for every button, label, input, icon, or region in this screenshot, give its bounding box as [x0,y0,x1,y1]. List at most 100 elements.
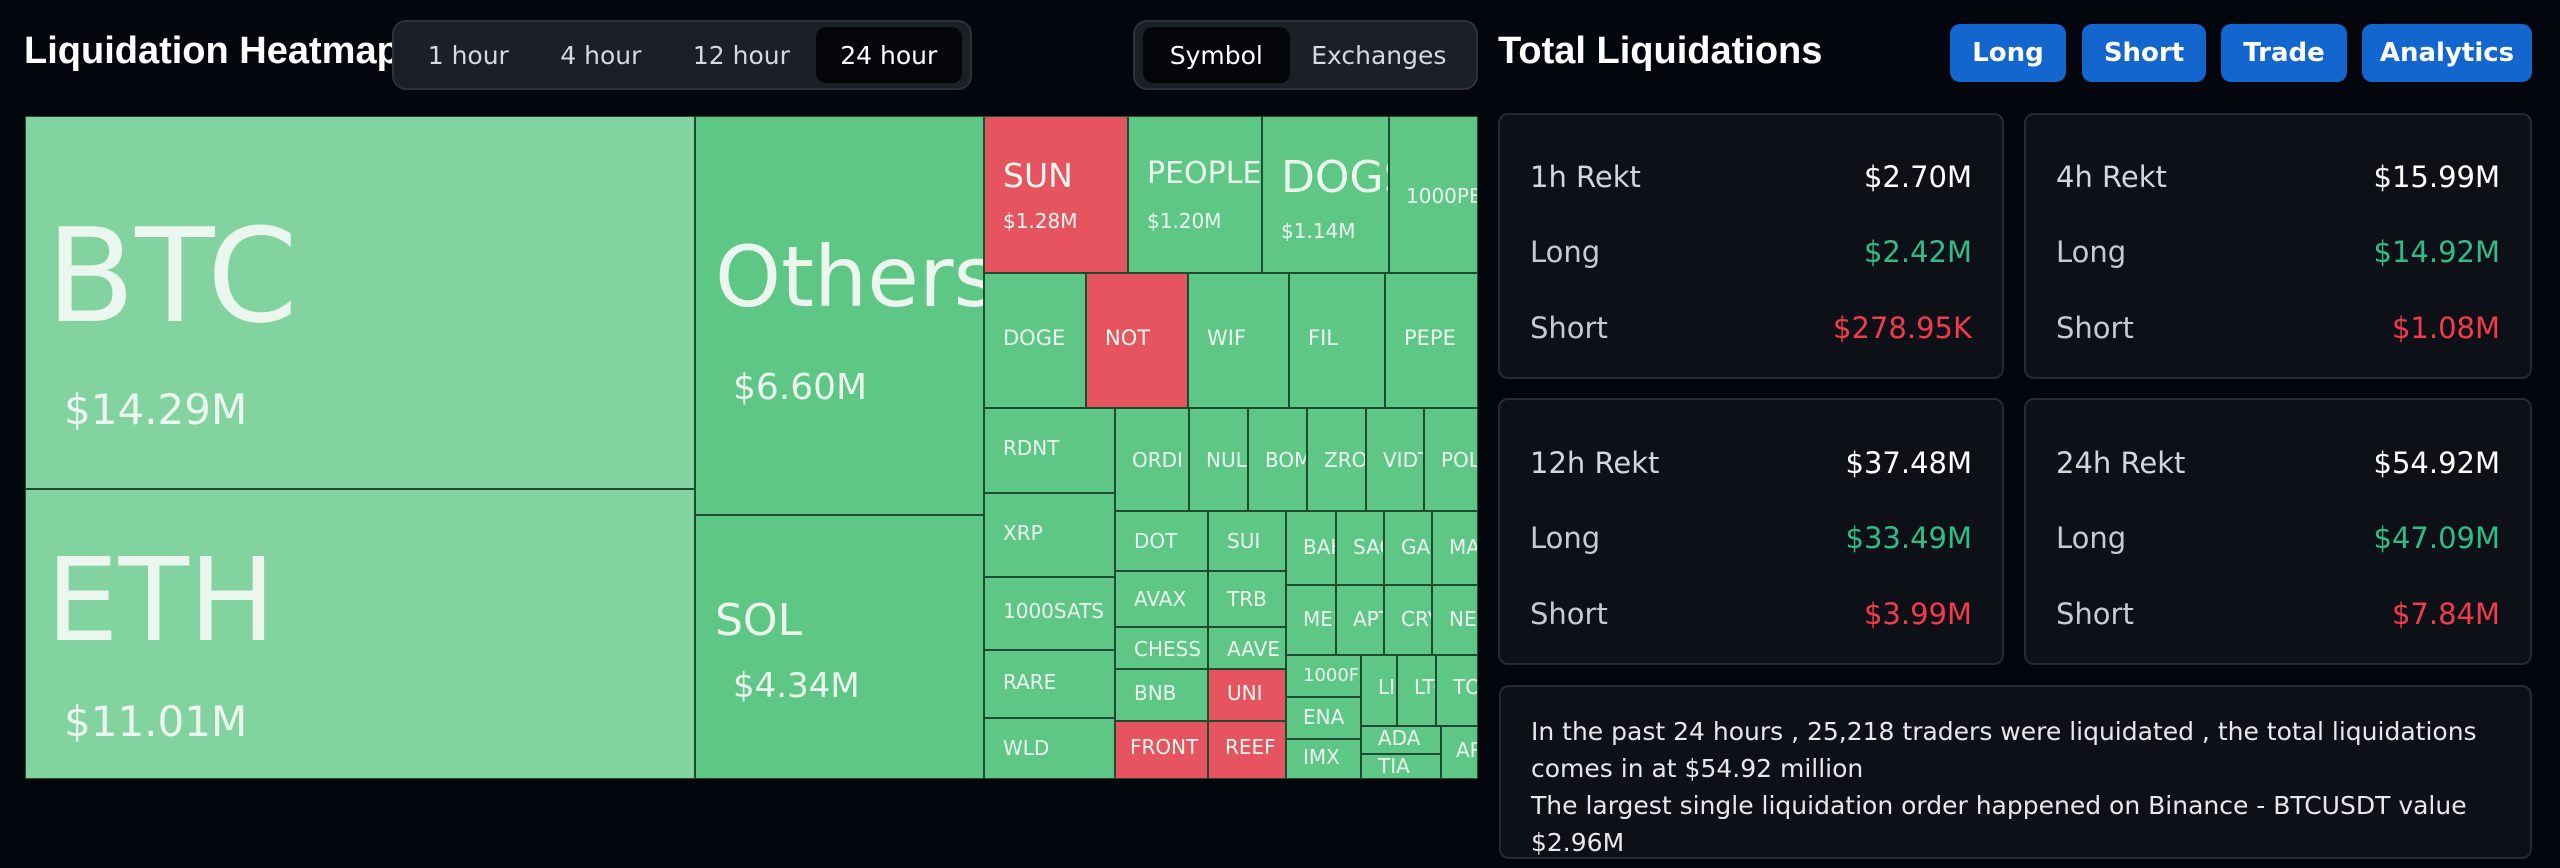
tile-symbol: XRP [1003,521,1043,545]
card-total: $15.99M [2373,160,2501,194]
tile-value: $11.01M [64,697,248,746]
heatmap-tile-doge[interactable]: DOGE [984,273,1086,408]
heatmap-tile-dogs[interactable]: DOGS $1.14M [1262,116,1389,273]
tile-symbol: WLD [1003,736,1050,760]
heatmap-tile-meme[interactable]: MEME [1286,585,1336,655]
heatmap-tile-sui[interactable]: SUI [1208,511,1286,571]
heatmap-tile-chess[interactable]: CHESS [1115,627,1208,669]
tile-symbol: TON [1453,675,1477,699]
heatmap-tile-pepe[interactable]: PEPE [1385,273,1478,408]
short-value: $3.99M [1863,597,1972,631]
short-label: Short [2056,597,2134,631]
heatmap-tile-eth[interactable]: ETH $11.01M [25,489,695,779]
summary-line-2: The largest single liquidation order hap… [1531,791,2467,857]
short-label: Short [2056,311,2134,345]
heatmap-tile-btc[interactable]: BTC $14.29M [25,116,695,489]
heatmap-tile-ordi[interactable]: ORDI [1115,408,1189,511]
tile-symbol: AAVE [1227,637,1280,661]
tile-symbol: ORDI [1132,448,1183,472]
tile-symbol: AVAX [1134,587,1187,611]
heatmap-tile-not[interactable]: NOT [1086,273,1188,408]
heatmap-tile-fil[interactable]: FIL [1289,273,1385,408]
analytics-button[interactable]: Analytics [2362,24,2532,82]
heatmap-tile-uni[interactable]: UNI [1208,669,1286,721]
tile-symbol: DOGS [1281,152,1388,203]
heatmap-tile-link[interactable]: LINK [1361,655,1397,726]
tile-value: $4.34M [733,666,860,706]
heatmap-tile-mana[interactable]: MANA [1432,511,1478,585]
heatmap-tile-pol[interactable]: POL [1424,408,1478,511]
tab-4-hour[interactable]: 4 hour [560,40,642,70]
heatmap-tile-ltc[interactable]: LTC [1397,655,1436,726]
heatmap-tile-avax[interactable]: AVAX [1115,571,1208,627]
heatmap-tile-ton[interactable]: TON [1436,655,1478,726]
heatmap-tile-xrp[interactable]: XRP [984,493,1115,577]
long-value: $33.49M [1845,521,1973,555]
heatmap-tile-imx[interactable]: IMX [1286,739,1361,779]
tile-symbol: BAKE [1303,535,1335,559]
short-button[interactable]: Short [2082,24,2206,82]
heatmap-tile-dot[interactable]: DOT [1115,511,1208,571]
heatmap-tile-tia[interactable]: TIA [1361,754,1441,779]
tile-symbol: GALA [1401,535,1431,559]
heatmap-tile-rdnt[interactable]: RDNT [984,408,1115,493]
trade-button[interactable]: Trade [2221,24,2347,82]
tile-symbol: RARE [1003,670,1057,694]
heatmap-tile-others[interactable]: Others $6.60M [695,116,984,515]
tile-symbol: ENA [1303,705,1345,729]
long-label: Long [1530,521,1601,555]
heatmap-tile-near[interactable]: NEAR [1432,585,1478,655]
tab-12-hour[interactable]: 12 hour [692,40,790,70]
long-button[interactable]: Long [1950,24,2066,82]
heatmap-tile-ena[interactable]: ENA [1286,697,1361,739]
heatmap-tile-apt[interactable]: APT [1336,585,1384,655]
heatmap-tile-sol[interactable]: SOL $4.34M [695,515,984,779]
heatmap-tile-wld[interactable]: WLD [984,718,1115,779]
tile-symbol: TIA [1378,754,1410,778]
heatmap-tile-trb[interactable]: TRB [1208,571,1286,627]
heatmap-tile-bake[interactable]: BAKE [1286,511,1336,585]
heatmap-tile-reef[interactable]: REEF [1208,721,1286,779]
heatmap-tile-1000pepe[interactable]: 1000PEPE [1389,116,1478,273]
tile-value: $1.28M [1003,209,1078,233]
heatmap-tile-1000floki[interactable]: 1000FLOKI [1286,655,1361,697]
tab-24-hour[interactable]: 24 hour [815,27,962,83]
heatmap-tile-aave[interactable]: AAVE [1208,627,1286,669]
tile-symbol: FRONT [1130,735,1199,759]
long-label: Long [2056,235,2127,269]
tile-symbol: BNB [1134,681,1177,705]
heatmap-tile-rare[interactable]: RARE [984,650,1115,718]
long-value: $14.92M [2373,235,2501,269]
heatmap-tile-arb[interactable]: ARB [1441,726,1478,779]
heatmap-tile-people[interactable]: PEOPLE $1.20M [1128,116,1262,273]
heatmap-tile-front[interactable]: FRONT [1115,721,1208,779]
heatmap-tile-1000sats[interactable]: 1000SATS [984,577,1115,650]
tile-symbol: POL [1441,448,1478,472]
tab-exchanges[interactable]: Exchanges [1311,40,1447,70]
tab-symbol[interactable]: Symbol [1143,27,1290,83]
tile-symbol: WIF [1207,326,1247,350]
tile-symbol: REEF [1225,735,1276,759]
tile-symbol: VIDT [1383,448,1423,472]
heatmap-tile-nuls[interactable]: NULS [1189,408,1248,511]
heatmap-tile-sun[interactable]: SUN $1.28M [984,116,1128,273]
heatmap-tile-wif[interactable]: WIF [1188,273,1289,408]
heatmap-tile-gala[interactable]: GALA [1384,511,1432,585]
long-value: $2.42M [1863,235,1972,269]
heatmap-tile-ada[interactable]: ADA [1361,726,1441,754]
heatmap-tile-crv[interactable]: CRV [1384,585,1432,655]
tile-symbol: LINK [1378,675,1396,699]
heatmap-tile-bnb[interactable]: BNB [1115,669,1208,721]
tile-symbol: NOT [1105,326,1151,350]
heatmap-tile-zro[interactable]: ZRO [1307,408,1366,511]
tile-symbol: ADA [1378,726,1421,750]
heatmap-tile-vidt[interactable]: VIDT [1366,408,1424,511]
tile-value: $1.20M [1147,209,1222,233]
long-label: Long [1530,235,1601,269]
tile-symbol: PEOPLE [1147,156,1262,191]
tile-symbol: CRV [1401,607,1431,631]
heatmap-tile-bome[interactable]: BOME [1248,408,1307,511]
tab-1-hour[interactable]: 1 hour [427,40,509,70]
